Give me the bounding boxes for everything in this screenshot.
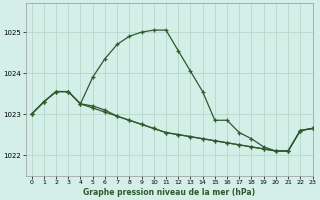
X-axis label: Graphe pression niveau de la mer (hPa): Graphe pression niveau de la mer (hPa) — [83, 188, 255, 197]
